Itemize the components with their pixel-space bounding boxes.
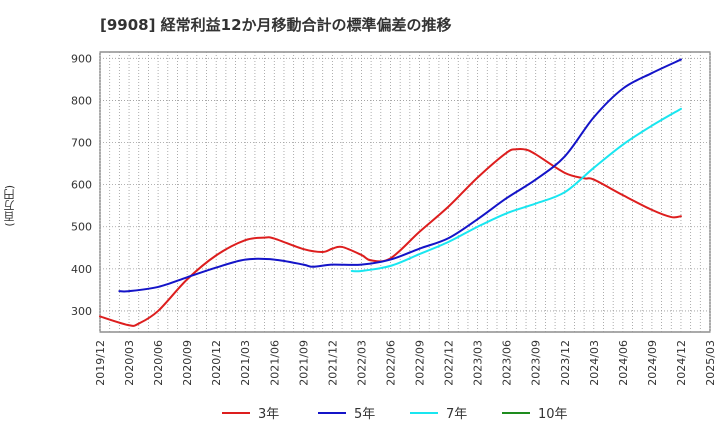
x-tick-label: 2021/06	[268, 340, 281, 386]
legend: 3年 5年 7年 10年	[222, 407, 568, 422]
y-tick-label: 900	[71, 52, 92, 65]
chart-title: [9908] 経常利益12か月移動合計の標準偏差の推移	[100, 16, 452, 34]
series-line-2	[350, 107, 682, 273]
plot-area	[99, 51, 711, 333]
series-line-1	[118, 58, 682, 293]
x-tick-label: 2024/03	[588, 340, 601, 386]
x-tick-label: 2024/06	[617, 340, 630, 386]
x-tick-label: 2020/06	[152, 340, 165, 386]
x-tick-label: 2019/12	[94, 340, 107, 386]
legend-label-0: 3年	[258, 407, 279, 422]
x-tick-label: 2020/03	[123, 340, 136, 386]
x-tick-label: 2023/03	[472, 340, 485, 386]
x-tick-label: 2021/12	[326, 340, 339, 386]
y-tick-label: 500	[71, 221, 92, 234]
x-tick-label: 2021/09	[297, 340, 310, 386]
series-lines	[99, 58, 682, 327]
x-tick-label: 2022/12	[443, 340, 456, 386]
x-tick-label: 2023/09	[530, 340, 543, 386]
x-tick-label: 2022/03	[355, 340, 368, 386]
x-tick-label: 2020/09	[181, 340, 194, 386]
y-tick-label: 600	[71, 179, 92, 192]
x-tick-label: 2023/12	[559, 340, 572, 386]
x-tick-label: 2022/09	[414, 340, 427, 386]
x-tick-label: 2021/03	[239, 340, 252, 386]
legend-label-1: 5年	[354, 407, 375, 422]
x-tick-label: 2024/09	[646, 340, 659, 386]
y-tick-label: 400	[71, 263, 92, 276]
x-axis-ticks: 2019/12 2020/03 2020/06 2020/09 2020/12 2021/…	[94, 340, 717, 386]
legend-label-2: 7年	[446, 407, 467, 422]
x-tick-label: 2020/12	[210, 340, 223, 386]
x-tick-label: 2022/06	[384, 340, 397, 386]
y-tick-label: 700	[71, 137, 92, 150]
x-tick-label: 2023/06	[501, 340, 514, 386]
y-tick-label: 300	[71, 305, 92, 318]
legend-label-3: 10年	[538, 407, 568, 422]
y-tick-label: 800	[71, 94, 92, 107]
x-tick-label: 2024/12	[675, 340, 688, 386]
y-axis-ticks: 300 400 500 600 700 800 900	[71, 52, 92, 318]
x-tick-label: 2025/03	[704, 340, 717, 386]
